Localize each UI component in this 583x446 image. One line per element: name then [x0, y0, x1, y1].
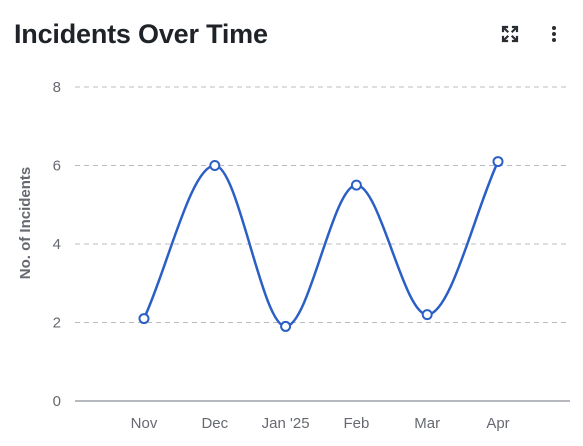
series-line [142, 160, 500, 328]
y-axis-label: No. of Incidents [17, 167, 34, 280]
x-tick-label: Feb [343, 415, 369, 432]
grid-layer [75, 86, 570, 402]
chart-title: Incidents Over Time [14, 19, 268, 49]
data-point[interactable] [421, 309, 433, 321]
y-tick-label: 8 [53, 79, 61, 96]
x-tick-label: Jan '25 [262, 415, 310, 432]
data-point[interactable] [138, 313, 150, 325]
x-tick-label: Dec [201, 415, 228, 432]
expand-icon[interactable] [498, 22, 522, 46]
x-tick-label: Apr [486, 415, 509, 432]
data-point[interactable] [350, 179, 362, 191]
data-point[interactable] [280, 320, 292, 332]
data-point[interactable] [492, 156, 504, 168]
x-tick-label: Mar [414, 415, 440, 432]
x-tick-label: Nov [131, 415, 158, 432]
axis-layer: 0 2 4 6 8 Nov Dec Jan '25 Feb Mar Apr [53, 79, 510, 432]
y-tick-label: 4 [53, 236, 61, 253]
y-tick-label: 2 [53, 315, 61, 332]
kebab-menu-icon[interactable] [542, 22, 566, 46]
point-layer [138, 156, 504, 332]
y-tick-label: 0 [53, 393, 61, 410]
y-tick-label: 6 [53, 158, 61, 175]
data-point[interactable] [209, 160, 221, 171]
chart-header: Incidents Over Time [0, 0, 583, 70]
